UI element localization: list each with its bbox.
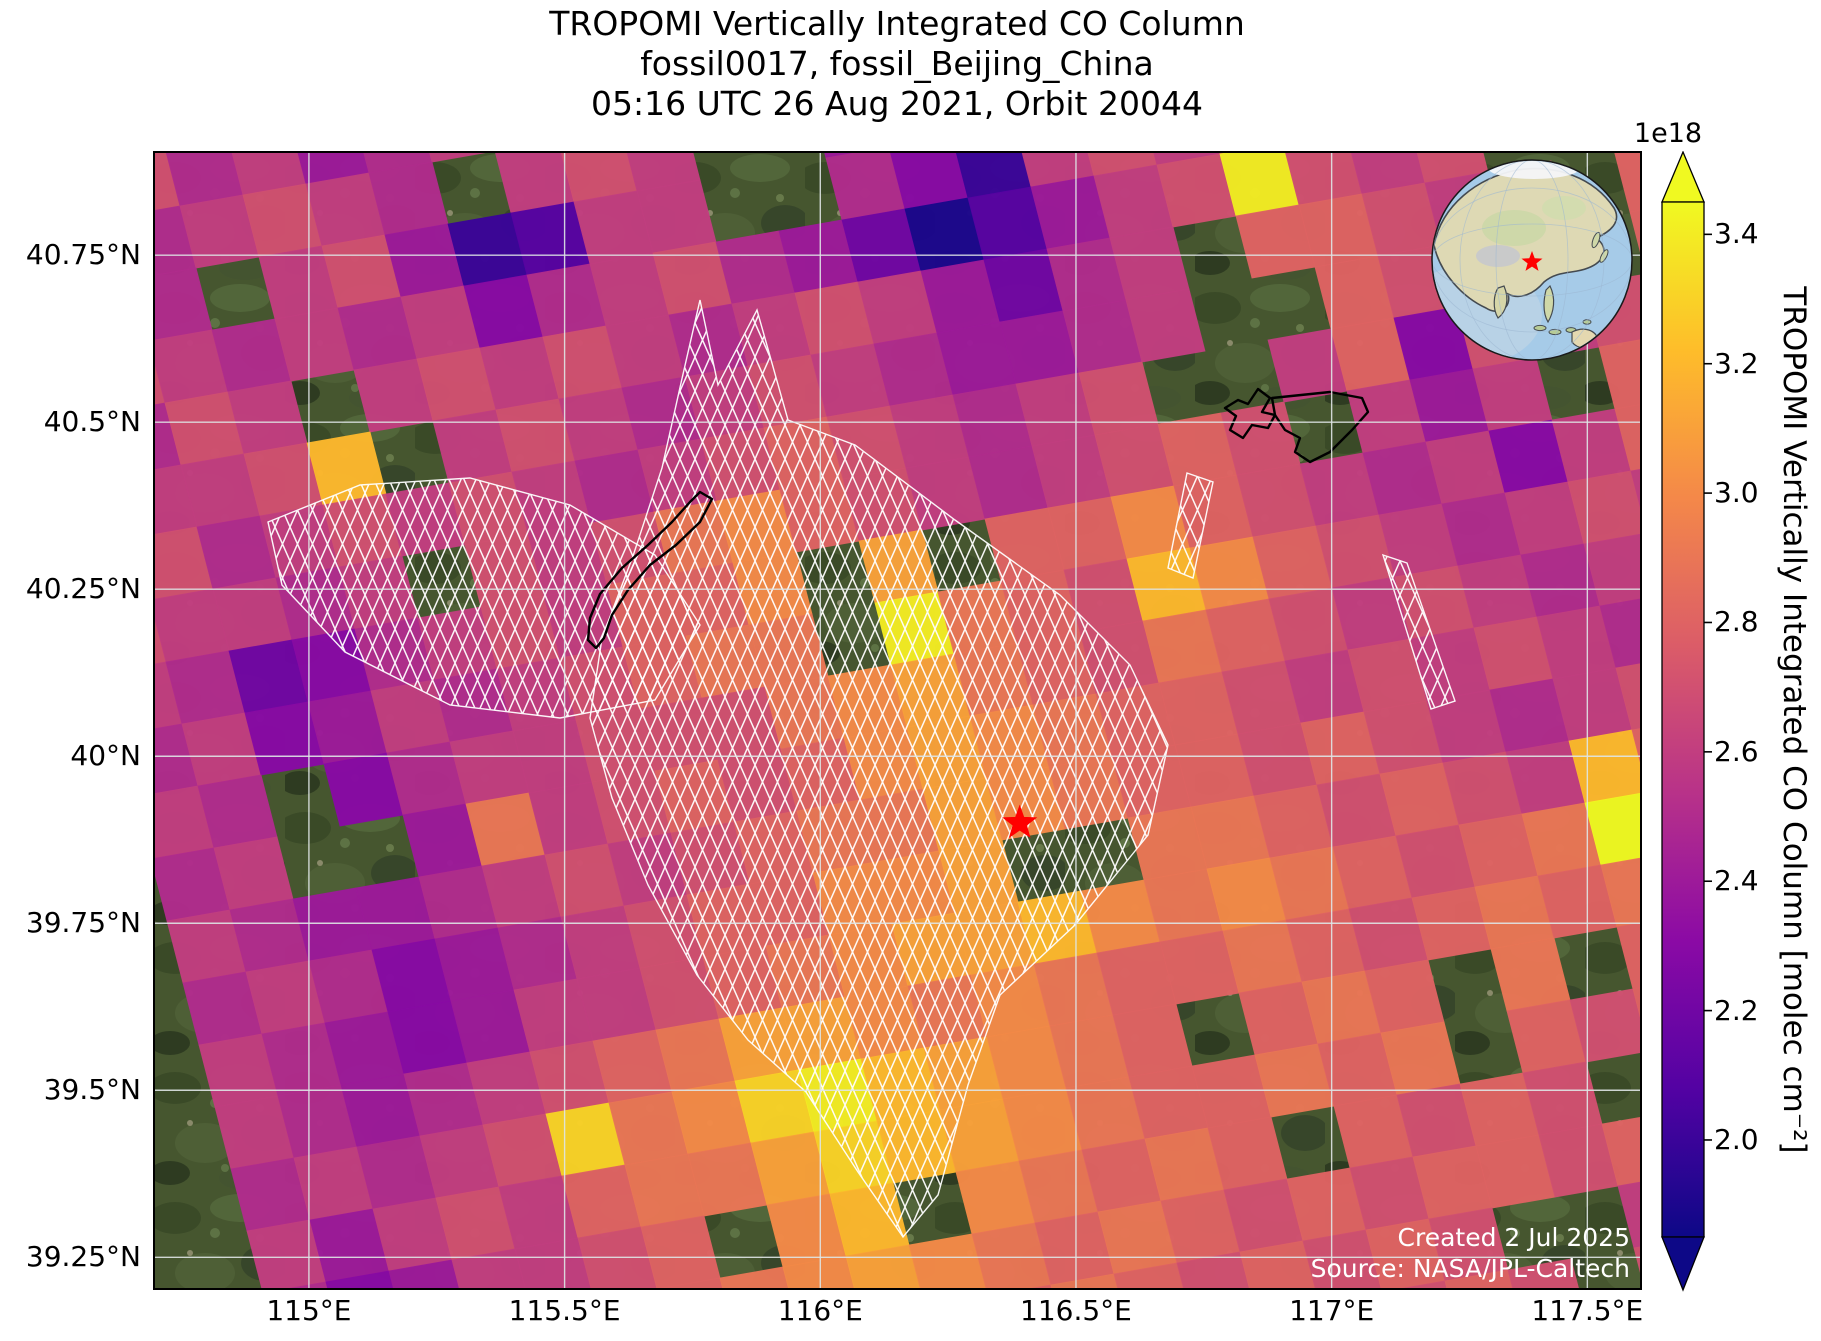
heatmap-cell — [1176, 1251, 1250, 1288]
heatmap-cell — [1598, 339, 1640, 410]
heatmap-cell — [1617, 1181, 1640, 1249]
y-tick-label: 39.25°N — [25, 1240, 141, 1274]
heatmap-cell — [429, 153, 486, 163]
title-line-1: TROPOMI Vertically Integrated CO Column — [549, 4, 1245, 43]
heatmap-cell — [1031, 1284, 1053, 1288]
heatmap-cell — [1583, 533, 1640, 607]
colorbar-offset-label: 1e18 — [1633, 118, 1703, 149]
contour-line — [1223, 387, 1277, 440]
contour-line — [1270, 390, 1370, 464]
x-tick-label: 117.5°E — [1531, 1294, 1644, 1327]
y-tick-label: 40.25°N — [25, 572, 141, 606]
heatmap-cell — [845, 1244, 921, 1288]
chart-title: TROPOMI Vertically Integrated CO Column … — [0, 4, 1794, 124]
attribution: Created 2 Jul 2025 Source: NASA/JPL-Calt… — [1311, 1222, 1630, 1284]
y-tick-label: 40°N — [70, 739, 141, 773]
contour-line — [586, 490, 714, 650]
heatmap-cell — [660, 1277, 723, 1288]
y-tick-label: 39.75°N — [25, 906, 141, 940]
heatmap-cell — [1239, 1240, 1316, 1288]
heatmap-cell — [1050, 1273, 1119, 1288]
heatmap-cell — [1629, 209, 1640, 253]
colorbar-tick-marks — [1704, 233, 1712, 1141]
colorbar-lower-arrow — [1661, 1236, 1705, 1292]
x-tick-label: 117°E — [1289, 1294, 1375, 1327]
plume-hatch-polygon — [267, 477, 701, 719]
x-tick-label: 116.5°E — [1020, 1294, 1132, 1327]
heatmap-cell — [908, 1233, 987, 1288]
heatmap-cell — [1444, 1269, 1514, 1288]
heatmap-cell — [1402, 1280, 1448, 1288]
map-panel: Created 2 Jul 2025 Source: NASA/JPL-Calt… — [153, 151, 1642, 1290]
heatmap-cell — [388, 1259, 460, 1288]
y-tick-label: 39.5°N — [43, 1073, 141, 1107]
heatmap-cell — [1507, 1258, 1579, 1288]
star-marker-shape — [1002, 804, 1038, 838]
heatmap-cell — [1631, 728, 1640, 763]
heatmap-cell — [1584, 792, 1640, 866]
heatmap-cell — [1630, 469, 1640, 508]
heatmap-cell — [1616, 922, 1640, 990]
x-tick-label: 115.5°E — [508, 1294, 621, 1327]
heatmap-cell — [1614, 404, 1640, 472]
heatmap-cell — [1614, 153, 1640, 213]
colorbar-tick-label: 2.6 — [1714, 734, 1759, 768]
map-canvas — [155, 153, 1640, 1288]
globe-inset — [1431, 159, 1633, 361]
heatmap-cell — [1601, 1116, 1640, 1187]
colorbar-gradient — [1661, 201, 1705, 1238]
heatmap-cell — [1632, 987, 1640, 1018]
colorbar-tick-label: 2.2 — [1714, 993, 1759, 1027]
heatmap-cell — [514, 1237, 592, 1288]
y-tick-label: 40.75°N — [25, 238, 141, 272]
y-tick-label: 40.5°N — [43, 405, 141, 439]
colorbar-tick-label: 2.0 — [1714, 1122, 1759, 1156]
colorbar-axis-label: TROPOMI Vertically Integrated CO Column … — [1776, 286, 1812, 1154]
heatmap-cell — [1567, 470, 1640, 545]
title-line-2: fossil0017, fossil_Beijing_China — [640, 44, 1154, 83]
plume-hatch-polygon — [1381, 553, 1456, 710]
heatmap-cell — [1615, 663, 1640, 731]
heatmap-cell — [325, 1270, 394, 1288]
heatmap-cell — [719, 1266, 789, 1288]
heatmap-cell — [1633, 1246, 1640, 1273]
colorbar — [1661, 151, 1712, 1292]
colorbar-tick-label: 2.4 — [1714, 864, 1759, 898]
plume-contour-outlines — [586, 387, 1370, 650]
x-tick-label: 116°E — [777, 1294, 863, 1327]
plume-hatch-polygon — [1167, 472, 1214, 579]
source-text: Source: NASA/JPL-Caltech — [1310, 1254, 1630, 1283]
beijing-star-marker — [1002, 804, 1038, 838]
graticule-gridlines — [155, 153, 1640, 1288]
colorbar-tick-label: 2.8 — [1714, 605, 1759, 639]
colorbar-tick-label: 3.2 — [1714, 346, 1759, 380]
plume-hatch-overlay — [267, 299, 1456, 1239]
title-line-3: 05:16 UTC 26 Aug 2021, Orbit 20044 — [591, 84, 1203, 123]
colorbar-tick-label: 3.0 — [1714, 476, 1759, 510]
heatmap-cell — [782, 1255, 855, 1288]
heatmap-cell — [1599, 598, 1640, 669]
colorbar-upper-arrow — [1661, 151, 1705, 203]
heatmap-cell — [1113, 1262, 1184, 1288]
colorbar-tick-label: 3.4 — [1714, 217, 1759, 251]
heatmap-cell — [1600, 857, 1640, 928]
heatmap-cell — [451, 1248, 526, 1288]
globe-star-marker — [1521, 251, 1543, 271]
created-date-text: Created 2 Jul 2025 — [1397, 1223, 1630, 1252]
x-tick-label: 115°E — [266, 1294, 352, 1327]
heatmap-cell — [1125, 288, 1206, 363]
heatmap-cell — [1302, 1229, 1382, 1288]
